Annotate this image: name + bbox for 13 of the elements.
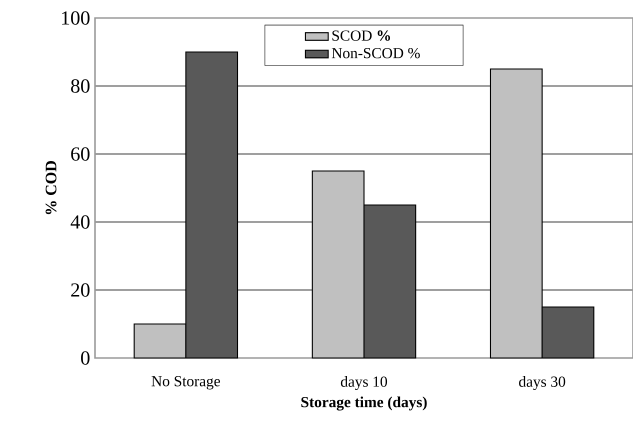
x-axis-title: Storage time (days) [301, 396, 427, 411]
y-tick-label: 100 [62, 11, 90, 25]
x-tick-label: days 30 [519, 376, 566, 390]
y-tick-label: 80 [71, 79, 90, 93]
legend-label: Non-SCOD % [332, 48, 420, 58]
x-tick-label: No Storage [152, 376, 220, 390]
legend-label: SCOD % [332, 30, 390, 41]
y-tick-label: 0 [81, 351, 90, 365]
y-tick-label: 20 [71, 283, 90, 297]
x-tick-label: days 10 [340, 376, 388, 390]
y-axis-title: % COD [46, 161, 56, 214]
y-tick-label: 40 [70, 215, 90, 229]
y-tick-label: 60 [71, 147, 90, 161]
